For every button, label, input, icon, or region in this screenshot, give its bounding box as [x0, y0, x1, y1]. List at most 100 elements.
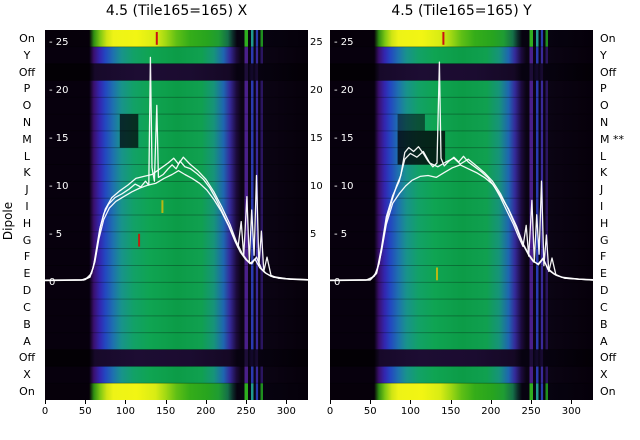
- row-separator: [45, 46, 308, 48]
- dipole-row-label: L: [600, 149, 607, 163]
- marker-tick: [442, 32, 445, 45]
- x-tick-mark: [85, 400, 87, 404]
- heatmap-row-On: [45, 30, 308, 48]
- x-tick-label: 300: [561, 406, 581, 417]
- heatmap-row-Off: [45, 63, 308, 81]
- x-tick-label: 100: [115, 406, 135, 417]
- x-tick-label: 200: [481, 406, 501, 417]
- row-separator: [330, 96, 593, 98]
- row-separator: [45, 80, 308, 81]
- heatmap-row-Y: [330, 46, 593, 65]
- row-separator: [330, 46, 593, 48]
- row-separator: [45, 281, 308, 283]
- marker-tick: [161, 200, 164, 213]
- x-tick-mark: [165, 400, 167, 404]
- dipole-row-label: On: [19, 384, 35, 398]
- dipole-row-label: Off: [18, 351, 36, 365]
- x-tick-mark: [531, 400, 533, 404]
- x-tick-mark: [370, 400, 372, 404]
- heatmap-row-J: [330, 181, 593, 199]
- heatmap-row-P: [330, 80, 593, 98]
- row-separator: [45, 365, 308, 367]
- row-separator: [45, 332, 308, 334]
- x-tick-label: 250: [521, 406, 541, 417]
- x-tick-label: 200: [196, 406, 216, 417]
- heatmap-row-Off: [45, 349, 308, 367]
- right-plot-title: 4.5 (Tile165=165) Y: [391, 3, 532, 19]
- dipole-row-label: G: [600, 233, 609, 247]
- right-heatmap-canvas: [330, 30, 593, 400]
- right-y-tick-label: 10: [310, 181, 323, 192]
- heatmap-row-Off: [330, 63, 593, 81]
- x-tick-mark: [571, 400, 573, 404]
- heatmap-row-A: [330, 332, 593, 351]
- dipole-row-label: X: [600, 368, 608, 382]
- row-separator: [45, 298, 308, 300]
- row-separator: [45, 382, 308, 384]
- heatmap-row-Off: [330, 349, 593, 367]
- dipole-row-label: M **: [600, 132, 624, 146]
- marker-tick: [155, 32, 158, 45]
- row-separator: [45, 63, 308, 65]
- row-separator: [45, 113, 308, 115]
- dipole-trace-upper: [330, 150, 593, 281]
- heatmap-row-O: [330, 97, 593, 115]
- x-tick-mark: [330, 400, 331, 404]
- left-plot-title: 4.5 (Tile165=165) X: [105, 3, 248, 19]
- dipole-row-label: N: [22, 115, 32, 129]
- row-separator: [330, 180, 593, 182]
- heatmap-row-A: [45, 332, 308, 351]
- x-tick-mark: [125, 400, 127, 404]
- x-tick-label: 0: [41, 406, 49, 417]
- dipole-row-label: H: [22, 216, 32, 230]
- x-tick-mark: [246, 400, 248, 404]
- row-separator: [45, 147, 308, 149]
- dipole-row-label: X: [23, 368, 31, 382]
- heatmap-row-H: [45, 215, 308, 233]
- row-separator: [45, 180, 308, 182]
- heatmap-row-I: [330, 198, 593, 216]
- heatmap-row-B: [330, 315, 593, 334]
- dipole-row-label: D: [600, 284, 609, 298]
- row-separator: [45, 96, 308, 98]
- heatmap-row-On: [330, 30, 593, 48]
- row-separator: [330, 197, 593, 199]
- row-separator: [45, 164, 308, 165]
- dipole-row-label: Y: [600, 48, 607, 62]
- row-separator: [330, 349, 593, 350]
- dipole-row-label: E: [600, 267, 607, 281]
- heatmap-row-D: [45, 282, 308, 300]
- x-tick-label: 0: [326, 406, 334, 417]
- dipole-row-label: A: [23, 334, 31, 348]
- dipole-row-label: Off: [600, 351, 617, 365]
- right-plot-x-ticks: 0 50 100 150 200 250 300: [327, 400, 593, 422]
- row-separator: [330, 265, 593, 266]
- dipole-row-label: J: [600, 183, 604, 197]
- row-separator: [330, 315, 593, 317]
- heatmap-row-N: [45, 114, 308, 132]
- right-dipole-row-labels: On Y Off P O N M ** L K J I H G F E D C B A Off X On: [600, 30, 640, 400]
- left-plot-right-y-ticks: 25 20 15 10 5: [310, 0, 330, 440]
- dipole-row-label: On: [600, 384, 616, 398]
- dipole-row-label: Off: [18, 65, 36, 79]
- dipole-row-label: K: [600, 166, 608, 180]
- x-tick-mark: [205, 400, 207, 404]
- heatmap-row-L: [330, 147, 593, 166]
- row-separator: [330, 147, 593, 149]
- dark-patch: [397, 114, 425, 131]
- x-tick-label: 50: [78, 406, 92, 417]
- x-tick-label: 300: [276, 406, 296, 417]
- row-separator: [45, 130, 308, 132]
- dipole-row-label: M: [22, 132, 32, 146]
- dipole-row-label: F: [600, 250, 607, 264]
- dipole-row-label: G: [22, 233, 32, 247]
- dipole-row-label: H: [600, 216, 609, 230]
- row-separator: [330, 298, 593, 300]
- row-separator: [330, 365, 593, 367]
- dark-patch: [119, 114, 139, 148]
- row-separator: [330, 281, 593, 283]
- heatmap-row-C: [45, 299, 308, 317]
- left-dipole-row-labels: On Y Off P O N M L K J I H G F E D C B A Off X On: [12, 30, 42, 400]
